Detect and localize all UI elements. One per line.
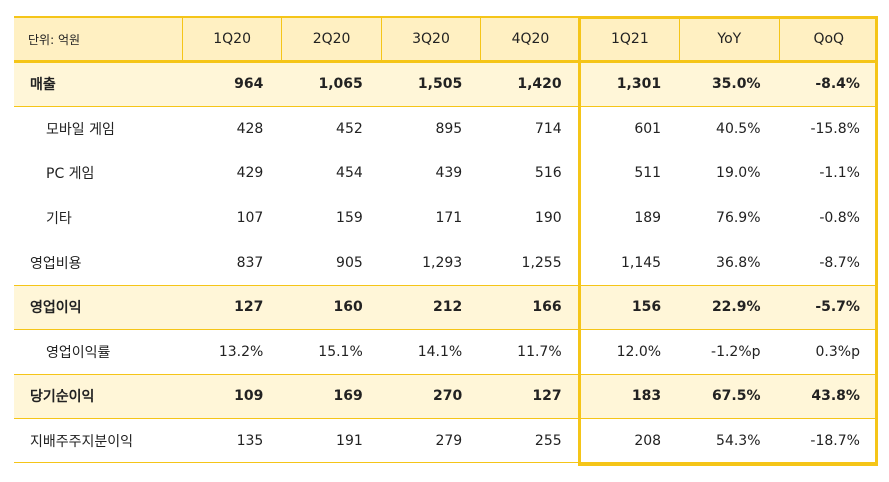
cell: 191: [336, 432, 363, 449]
cell: 76.9%: [716, 210, 761, 227]
cell: 19.0%: [716, 165, 761, 182]
col-header: 1Q21: [579, 18, 679, 60]
cell: 1,293: [422, 254, 463, 271]
table-row-pc: PC 게임 429 454 439 516 511 19.0% -1.1%: [14, 151, 878, 196]
cell: 1,505: [417, 76, 463, 93]
table-header: 단위: 억원 1Q20 2Q20 3Q20 4Q20 1Q21 YoY QoQ: [14, 16, 878, 62]
cell: -8.7%: [819, 254, 860, 271]
cell: 208: [634, 432, 662, 449]
cell: 159: [336, 210, 363, 227]
col-header: QoQ: [778, 18, 878, 60]
cell: 12.0%: [616, 343, 662, 360]
cell: 40.5%: [716, 120, 761, 137]
cell: 837: [236, 254, 264, 271]
cell: 1,065: [318, 76, 363, 93]
cell: 160: [333, 299, 363, 316]
cell: 429: [236, 165, 264, 182]
col-header: 2Q20: [281, 18, 380, 60]
cell: 190: [534, 210, 562, 227]
cell: 15.1%: [318, 343, 363, 360]
cell: 11.7%: [517, 343, 562, 360]
cell: 35.0%: [711, 76, 761, 93]
cell: 0.3%p: [815, 343, 860, 360]
col-header: 3Q20: [380, 18, 480, 60]
cell: 905: [336, 254, 363, 271]
cell: 109: [234, 388, 264, 405]
table-row-op-income: 영업이익 127 160 212 166 156 22.9% -5.7%: [14, 284, 878, 330]
table-row-op-margin: 영업이익률 13.2% 15.1% 14.1% 11.7% 12.0% -1.2…: [14, 330, 878, 375]
row-label: 영업이익률: [46, 344, 111, 361]
cell: 714: [534, 120, 562, 137]
row-label: 기타: [46, 211, 72, 228]
row-label: 당기순이익: [30, 389, 95, 406]
col-header: YoY: [679, 18, 778, 60]
cell: 135: [236, 432, 264, 449]
cell: 1,420: [517, 76, 562, 93]
cell: -1.1%: [819, 165, 860, 182]
cell: 43.8%: [811, 388, 860, 405]
cell: 964: [234, 76, 264, 93]
row-label: 매출: [30, 77, 56, 94]
row-label: 모바일 게임: [46, 121, 115, 138]
cell: -5.7%: [815, 299, 860, 316]
table-row-controlling-income: 지배주주지분이익 135 191 279 255 208 54.3% -18.7…: [14, 419, 878, 464]
cell: 452: [336, 120, 363, 137]
row-label: 영업비용: [30, 255, 82, 272]
cell: 279: [435, 432, 463, 449]
table-row-mobile: 모바일 게임 428 452 895 714 601 40.5% -15.8%: [14, 107, 878, 152]
cell: 428: [236, 120, 264, 137]
table-row-revenue: 매출 964 1,065 1,505 1,420 1,301 35.0% -8.…: [14, 62, 878, 107]
cell: 189: [634, 210, 662, 227]
cell: 454: [336, 165, 363, 182]
cell: 54.3%: [716, 432, 761, 449]
unit-label: 단위: 억원: [28, 32, 81, 47]
cell: 183: [631, 388, 662, 405]
cell: 36.8%: [716, 254, 761, 271]
cell: 169: [333, 388, 363, 405]
cell: 439: [435, 165, 463, 182]
cell: 171: [435, 210, 463, 227]
cell: 1,145: [620, 254, 662, 271]
col-header: 4Q20: [480, 18, 579, 60]
row-label: PC 게임: [46, 166, 95, 183]
cell: 22.9%: [711, 299, 761, 316]
cell: -8.4%: [815, 76, 860, 93]
cell: 212: [432, 299, 463, 316]
cell: -1.2%p: [711, 343, 761, 360]
col-header: 1Q20: [181, 18, 281, 60]
cell: 516: [534, 165, 562, 182]
row-label: 영업이익: [30, 300, 82, 317]
cell: 14.1%: [417, 343, 463, 360]
cell: -18.7%: [810, 432, 860, 449]
cell: 511: [634, 165, 662, 182]
table-row-opex: 영업비용 837 905 1,293 1,255 1,145 36.8% -8.…: [14, 240, 878, 285]
cell: 13.2%: [218, 343, 264, 360]
table-row-net-income: 당기순이익 109 169 270 127 183 67.5% 43.8%: [14, 374, 878, 419]
cell: 127: [532, 388, 562, 405]
cell: -0.8%: [819, 210, 860, 227]
cell: 255: [534, 432, 562, 449]
cell: 601: [634, 120, 662, 137]
cell: 156: [631, 299, 662, 316]
cell: 127: [234, 299, 264, 316]
row-label: 지배주주지분이익: [30, 433, 134, 450]
cell: 67.5%: [711, 388, 761, 405]
cell: 270: [432, 388, 463, 405]
cell: 895: [435, 120, 463, 137]
cell: -15.8%: [810, 120, 860, 137]
cell: 1,301: [616, 76, 662, 93]
cell: 166: [532, 299, 562, 316]
cell: 1,255: [521, 254, 562, 271]
financial-table: 단위: 억원 1Q20 2Q20 3Q20 4Q20 1Q21 YoY QoQ …: [14, 16, 878, 464]
cell: 107: [236, 210, 264, 227]
table-row-other: 기타 107 159 171 190 189 76.9% -0.8%: [14, 196, 878, 241]
